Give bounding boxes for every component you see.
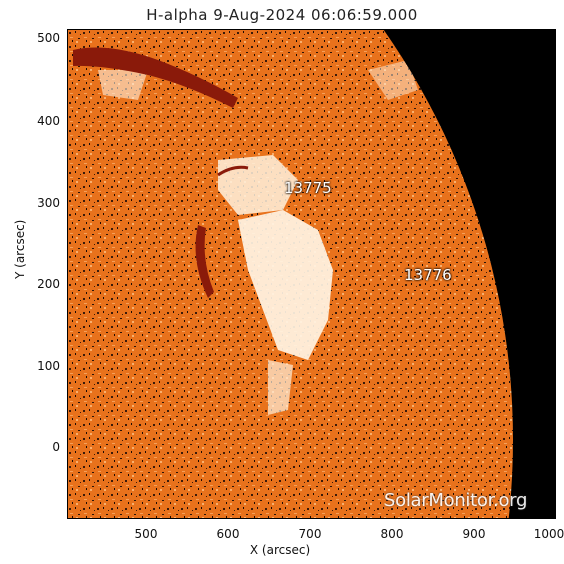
y-tick-label: 0 — [52, 440, 60, 454]
plage-region-13775 — [238, 210, 333, 360]
y-tick-label: 200 — [37, 277, 60, 291]
y-tick-label: 100 — [37, 359, 60, 373]
y-tick-label: 500 — [37, 31, 60, 45]
y-tick-label: 400 — [37, 114, 60, 128]
y-tick-label: 300 — [37, 196, 60, 210]
x-axis-label: X (arcsec) — [249, 543, 311, 557]
filament-north — [73, 47, 238, 108]
x-tick-label: 900 — [462, 527, 486, 541]
x-tick-label: 1000 — [533, 527, 564, 541]
region-label-13775: 13775 — [284, 179, 332, 197]
solar-disk-image — [67, 29, 556, 519]
plage-region-north — [218, 155, 298, 215]
region-label-13776: 13776 — [404, 266, 452, 284]
x-tick-label: 600 — [216, 527, 240, 541]
x-tick-label: 500 — [134, 527, 158, 541]
halpha-image — [68, 30, 555, 518]
solarmonitor-watermark: SolarMonitor.org — [384, 490, 528, 511]
x-tick-label: 800 — [380, 527, 404, 541]
filament-central — [195, 225, 214, 298]
y-axis-label: Y (arcsec) — [13, 219, 27, 279]
page-title: H-alpha 9-Aug-2024 06:06:59.000 — [146, 6, 418, 24]
x-tick-label: 700 — [298, 527, 322, 541]
